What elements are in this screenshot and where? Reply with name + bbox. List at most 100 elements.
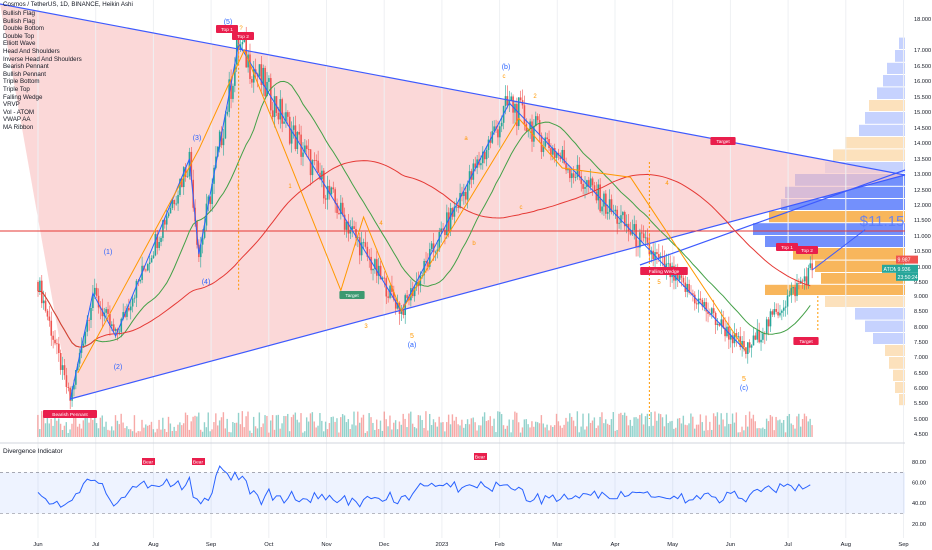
vrvp-bar: [889, 357, 905, 369]
upper-trendline[interactable]: [0, 3, 906, 176]
falling-wedge-label[interactable]: [640, 267, 688, 275]
volume-bar: [429, 413, 431, 437]
top2-label[interactable]: [796, 246, 818, 254]
volume-bar: [762, 427, 764, 437]
volume-bar: [222, 412, 225, 437]
candle-body: [752, 335, 755, 346]
candle-body: [65, 375, 68, 387]
indicator-item[interactable]: Elliott Wave: [3, 40, 36, 48]
volume-bar: [430, 425, 433, 437]
volume-bar: [93, 412, 96, 437]
candle-body: [546, 137, 548, 140]
volume-bar: [101, 415, 103, 437]
candle-body: [279, 99, 282, 120]
top2-label[interactable]: [232, 32, 254, 40]
indicator-item[interactable]: Head And Shoulders: [3, 47, 60, 55]
candle-body: [570, 173, 573, 179]
candle-body: [84, 331, 87, 344]
candle-body: [580, 176, 583, 184]
bearish-pennant-label[interactable]: [43, 410, 97, 418]
volume-bar: [612, 412, 615, 437]
volume-bar: [146, 425, 149, 437]
volume-bar: [752, 414, 755, 437]
candle-body: [252, 69, 255, 83]
volume-bar: [156, 428, 158, 437]
volume-bar: [400, 424, 403, 437]
indicator-item[interactable]: Bearish Pennant: [3, 63, 49, 71]
indicator-item[interactable]: Triple Bottom: [3, 78, 40, 86]
top1-label-text: Top 1: [221, 27, 233, 33]
indicator-item[interactable]: Double Top: [3, 32, 35, 40]
indicator-item[interactable]: Vol - ATOM: [3, 108, 35, 116]
top1-label[interactable]: [776, 243, 798, 251]
candle-body: [735, 333, 738, 338]
volume-bar: [340, 417, 342, 437]
rsi-line[interactable]: [37, 465, 811, 508]
volume-bar: [695, 424, 698, 437]
volume-bar: [521, 427, 524, 437]
candle-body: [644, 237, 647, 239]
volume-bar: [148, 424, 151, 437]
volume-bar: [784, 432, 787, 437]
divergence-indicator-title[interactable]: Divergence Indicator: [3, 448, 63, 455]
volume-bar: [279, 428, 281, 437]
candle-body: [705, 302, 707, 312]
target-label[interactable]: [339, 291, 365, 299]
indicator-item[interactable]: Bullish Flag: [3, 17, 35, 25]
target-label[interactable]: [793, 337, 819, 345]
candle-body: [379, 265, 382, 280]
candle-body: [695, 303, 698, 305]
pennant-line[interactable]: [639, 169, 906, 266]
volume-bar: [417, 415, 420, 437]
volume-bar: [46, 412, 49, 437]
top1-label[interactable]: [216, 25, 238, 33]
candle-body: [493, 126, 495, 132]
ma-green[interactable]: [37, 80, 811, 348]
target-label[interactable]: [710, 137, 736, 145]
indicator-list[interactable]: Bullish Flag Bullish Flag Double Bottom Dou…: [3, 10, 82, 132]
indicator-item[interactable]: Bullish Pennant: [3, 70, 46, 78]
candle-body: [311, 160, 314, 176]
candle-body: [523, 105, 526, 124]
projection-arrow[interactable]: [811, 229, 866, 271]
candle-body: [162, 220, 164, 238]
indicator-item[interactable]: Double Bottom: [3, 25, 44, 33]
indicator-item[interactable]: VWAP AA: [3, 116, 31, 124]
volume-bar: [493, 418, 495, 437]
indicator-item[interactable]: MA Ribbon: [3, 123, 34, 131]
candle-body: [733, 333, 736, 344]
volume-bar: [709, 421, 711, 437]
indicator-item[interactable]: Inverse Head And Shoulders: [3, 55, 82, 63]
candle-body: [148, 262, 151, 265]
candle-body: [629, 231, 632, 235]
candle-body: [275, 96, 278, 113]
indicator-item[interactable]: Bullish Flag: [3, 10, 35, 17]
candle-body: [565, 163, 567, 171]
elliott-wave-orange[interactable]: [77, 48, 747, 374]
volume-bar: [720, 413, 722, 437]
candle-body: [516, 104, 518, 127]
candle-body: [203, 225, 206, 238]
price-tick-label: 13.500: [914, 157, 931, 163]
volume-bar: [109, 430, 111, 437]
candle-body: [667, 263, 670, 265]
symbol-header[interactable]: Cosmos / TetherUS, 1D, BINANCE, Heikin A…: [3, 1, 133, 8]
candle-body: [304, 145, 306, 153]
volume-bar: [803, 413, 806, 437]
volume-bar: [529, 427, 531, 437]
price-tick-label: 12.000: [914, 203, 931, 209]
lower-trendline[interactable]: [69, 174, 906, 400]
volume-bar: [366, 431, 368, 437]
ma-red[interactable]: [37, 160, 811, 348]
rsi-band: [0, 472, 905, 514]
volume-bar: [334, 421, 336, 437]
indicator-item[interactable]: Falling Wedge: [3, 93, 43, 101]
indicator-item[interactable]: VRVP: [3, 101, 20, 109]
elliott-wave-blue[interactable]: [69, 42, 747, 401]
wave-label: 2: [533, 94, 537, 100]
volume-bar: [591, 420, 594, 437]
indicator-item[interactable]: Triple Top: [3, 85, 30, 93]
volume-bar: [692, 416, 694, 437]
volume-bar: [112, 430, 115, 437]
